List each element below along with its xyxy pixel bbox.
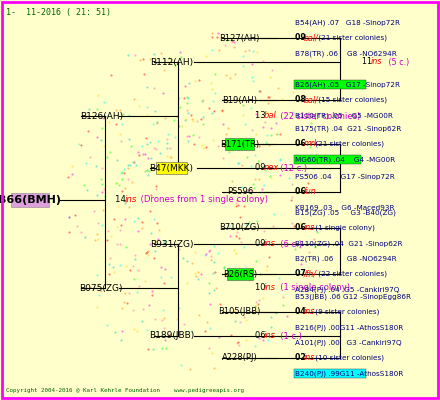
Text: mrk: mrk xyxy=(304,140,319,148)
Text: B110(ZG) .04  G21 -Sinop62R: B110(ZG) .04 G21 -Sinop62R xyxy=(295,240,403,247)
Text: A228(PJ): A228(PJ) xyxy=(222,354,258,362)
Text: (12 c.): (12 c.) xyxy=(275,164,307,172)
Text: B26(RS): B26(RS) xyxy=(223,270,257,278)
Text: (22 sister colonies): (22 sister colonies) xyxy=(275,112,360,120)
Text: 13: 13 xyxy=(255,112,268,120)
Text: ins: ins xyxy=(370,58,382,66)
Text: B112(AH): B112(AH) xyxy=(150,58,193,66)
Text: B175(TR) .04  G21 -Sinop62R: B175(TR) .04 G21 -Sinop62R xyxy=(295,125,401,132)
Text: B26(AH) .05   G17 -Sinop72R: B26(AH) .05 G17 -Sinop72R xyxy=(295,81,400,88)
Text: B66(BMH): B66(BMH) xyxy=(0,195,62,205)
FancyBboxPatch shape xyxy=(294,80,366,89)
Text: B171(TR): B171(TR) xyxy=(220,140,259,148)
Text: ins: ins xyxy=(264,332,276,340)
Text: B47(MKK): B47(MKK) xyxy=(150,164,194,172)
Text: 06: 06 xyxy=(295,188,308,196)
Text: 06: 06 xyxy=(295,140,308,148)
FancyBboxPatch shape xyxy=(11,193,48,207)
Text: bal/: bal/ xyxy=(304,34,318,42)
Text: A101(PJ) .00   G3 -Cankiri97Q: A101(PJ) .00 G3 -Cankiri97Q xyxy=(295,339,402,346)
Text: B53(JBB) .06 G12 -SinopEgg86R: B53(JBB) .06 G12 -SinopEgg86R xyxy=(295,293,411,300)
Text: ins: ins xyxy=(124,196,137,204)
Text: B110(TR) .05    G5 -MG00R: B110(TR) .05 G5 -MG00R xyxy=(295,112,393,119)
Text: (6 c.): (6 c.) xyxy=(275,240,302,248)
Text: B189(JBB): B189(JBB) xyxy=(149,332,194,340)
FancyBboxPatch shape xyxy=(227,268,253,280)
Text: B78(TR) .06    G8 -NO6294R: B78(TR) .06 G8 -NO6294R xyxy=(295,50,397,57)
Text: bal/: bal/ xyxy=(304,96,318,104)
Text: ins: ins xyxy=(264,284,276,292)
Text: nex: nex xyxy=(264,164,279,172)
Text: (5 c.): (5 c.) xyxy=(381,58,409,66)
Text: MG60(TR) .04    G4 -MG00R: MG60(TR) .04 G4 -MG00R xyxy=(295,156,395,163)
Text: 07: 07 xyxy=(295,270,308,278)
Text: 09: 09 xyxy=(255,164,268,172)
Text: (15 sister colonies): (15 sister colonies) xyxy=(316,97,387,103)
FancyBboxPatch shape xyxy=(294,369,366,378)
Text: (Drones from 1 single colony): (Drones from 1 single colony) xyxy=(135,196,268,204)
Text: Copyright 2004-2016 @ Karl Kehrle Foundation    www.pedigreeapis.org: Copyright 2004-2016 @ Karl Kehrle Founda… xyxy=(6,388,244,393)
Text: 1-  11-2016 ( 21: 51): 1- 11-2016 ( 21: 51) xyxy=(6,8,111,17)
Text: (22 sister colonies): (22 sister colonies) xyxy=(316,271,387,277)
Text: 04: 04 xyxy=(295,308,308,316)
Text: (1 single colony): (1 single colony) xyxy=(275,284,350,292)
Text: B710(ZG): B710(ZG) xyxy=(220,224,260,232)
Text: B240(PJ) .99G11 -AthosS180R: B240(PJ) .99G11 -AthosS180R xyxy=(295,370,403,377)
Text: 09: 09 xyxy=(255,240,268,248)
Text: (9 sister colonies): (9 sister colonies) xyxy=(313,309,379,315)
FancyBboxPatch shape xyxy=(294,155,361,164)
Text: 09: 09 xyxy=(295,34,308,42)
Text: 14: 14 xyxy=(115,196,129,204)
Text: KB169 .03    G6 -Maced93R: KB169 .03 G6 -Maced93R xyxy=(295,204,395,210)
Text: B105(JBB): B105(JBB) xyxy=(219,308,261,316)
Text: (1 c.): (1 c.) xyxy=(275,332,301,340)
Text: 06: 06 xyxy=(295,224,308,232)
Text: B127(AH): B127(AH) xyxy=(220,34,260,42)
Text: B931(ZG): B931(ZG) xyxy=(150,240,193,248)
Text: 10: 10 xyxy=(255,284,268,292)
Text: (1 single colony): (1 single colony) xyxy=(313,225,375,231)
Text: ins: ins xyxy=(264,240,276,248)
Text: ins: ins xyxy=(304,308,315,316)
Text: B54(AH) .07   G18 -Sinop72R: B54(AH) .07 G18 -Sinop72R xyxy=(295,19,400,26)
Text: B2(TR) .06      G8 -NO6294R: B2(TR) .06 G8 -NO6294R xyxy=(295,255,396,262)
Text: 06: 06 xyxy=(255,332,268,340)
Text: PS506 .04    G17 -Sinop72R: PS506 .04 G17 -Sinop72R xyxy=(295,174,395,180)
Text: 02: 02 xyxy=(295,354,308,362)
Text: B15(ZG) .05     G3 -B40(ZG): B15(ZG) .05 G3 -B40(ZG) xyxy=(295,209,396,216)
Text: (10 sister colonies): (10 sister colonies) xyxy=(313,355,384,361)
Text: 11: 11 xyxy=(362,58,374,66)
Text: B126(AH): B126(AH) xyxy=(80,112,123,120)
FancyBboxPatch shape xyxy=(225,138,254,150)
Text: (21 sister colonies): (21 sister colonies) xyxy=(313,141,384,147)
Text: (21 sister colonies): (21 sister colonies) xyxy=(316,35,387,41)
Text: /fh/: /fh/ xyxy=(304,270,316,278)
Text: A284(PJ) .04  G5 -Cankiri97Q: A284(PJ) .04 G5 -Cankiri97Q xyxy=(295,286,400,293)
FancyBboxPatch shape xyxy=(156,162,187,174)
Text: bal: bal xyxy=(264,112,277,120)
Text: 08: 08 xyxy=(295,96,308,104)
Text: fun: fun xyxy=(304,188,316,196)
Text: ins: ins xyxy=(304,224,315,232)
Text: PS596: PS596 xyxy=(227,188,253,196)
Text: ins: ins xyxy=(304,354,315,362)
Text: B216(PJ) .00G11 -AthosS180R: B216(PJ) .00G11 -AthosS180R xyxy=(295,324,403,331)
Text: B19(AH): B19(AH) xyxy=(222,96,257,104)
Text: B075(ZG): B075(ZG) xyxy=(80,284,123,292)
